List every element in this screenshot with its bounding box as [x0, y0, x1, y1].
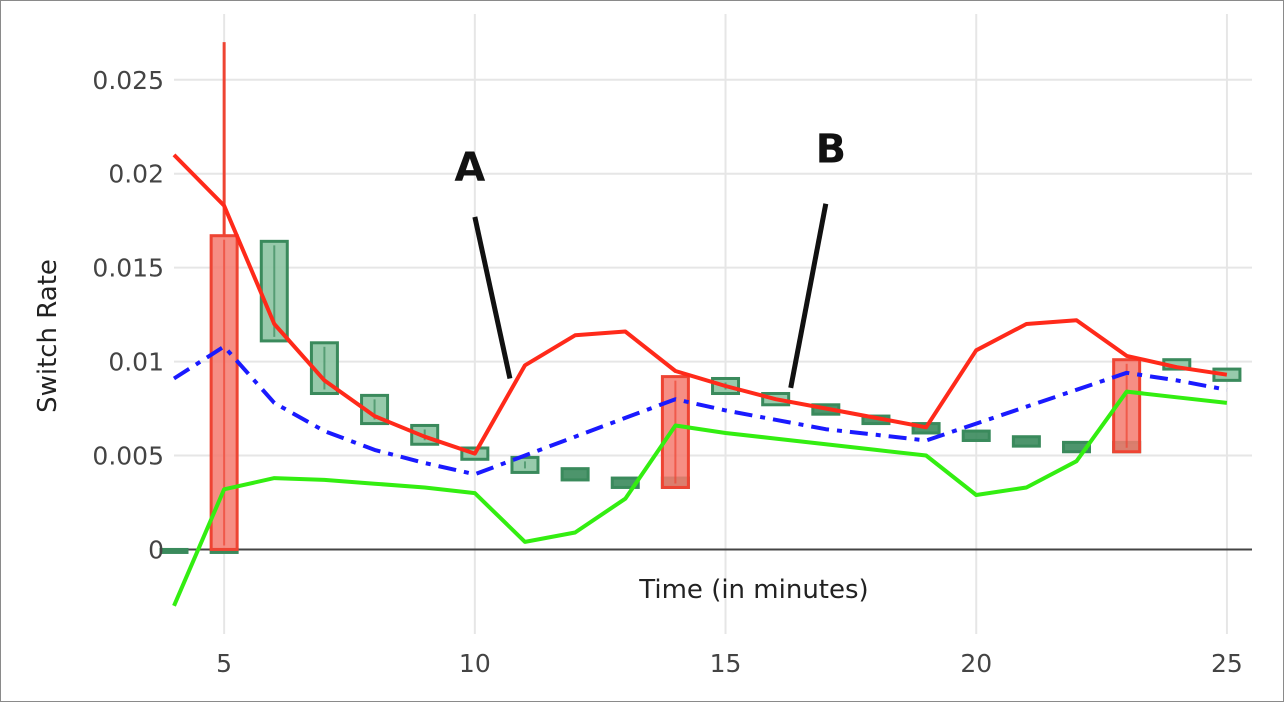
annotation-arrow-b — [788, 203, 829, 389]
lines — [172, 153, 1228, 607]
x-tick-label: 15 — [710, 649, 742, 678]
y-tick-label: 0.015 — [92, 254, 164, 283]
candles — [159, 42, 1242, 554]
series-line-2 — [172, 344, 1228, 477]
x-tick-label: 5 — [216, 649, 232, 678]
green-candle — [961, 429, 991, 442]
y-tick-label: 0 — [148, 535, 164, 564]
green-candle — [159, 547, 189, 554]
x-tick-label: 25 — [1211, 649, 1243, 678]
y-tick-label: 0.02 — [108, 160, 164, 189]
x-tick-label: 20 — [960, 649, 992, 678]
x-tick-label: 10 — [459, 649, 491, 678]
series-line-3 — [172, 389, 1228, 607]
green-candle — [560, 467, 590, 482]
y-axis-label: Switch Rate — [33, 259, 63, 413]
y-tick-label: 0.025 — [92, 66, 164, 95]
green-candle — [1011, 435, 1041, 448]
x-axis-label: Time (in minutes) — [638, 575, 868, 605]
y-tick-label: 0.005 — [92, 442, 164, 471]
ticks: 5 10 15 20 25 0 0.005 0.01 0.015 0.02 0.025 — [92, 66, 1242, 678]
grid — [174, 14, 1252, 634]
annotation-label-a: A — [454, 145, 485, 191]
y-tick-label: 0.01 — [108, 348, 164, 377]
green-candle — [1062, 440, 1092, 454]
annotation-arrow-a — [472, 216, 513, 380]
annotation-label-b: B — [816, 126, 847, 172]
series-line-1 — [172, 153, 1228, 456]
